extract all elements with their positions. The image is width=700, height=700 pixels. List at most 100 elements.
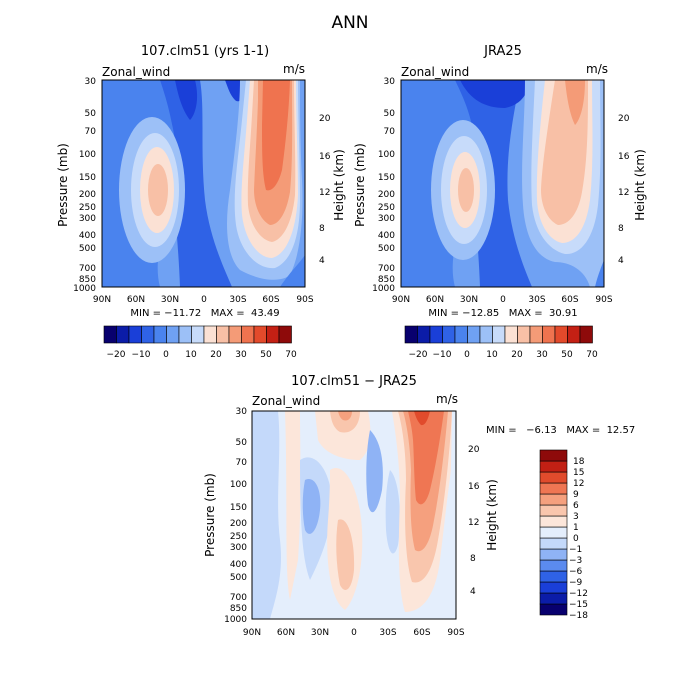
colorbar-label: 0 xyxy=(573,534,579,544)
colorbar-label: 50 xyxy=(561,350,573,360)
x-tick-label: 60N xyxy=(426,295,444,305)
colorbar-labels: −20 −10 0 10 20 30 50 70 xyxy=(107,350,297,360)
colorbar-swatch xyxy=(216,325,230,344)
x-tick-label: 30S xyxy=(379,628,396,638)
colorbar-swatch xyxy=(266,325,280,344)
colorbar-label: 3 xyxy=(573,512,579,522)
colorbar-swatch xyxy=(479,325,493,344)
x-tick-label: 60N xyxy=(277,628,295,638)
colorbar-label: −12 xyxy=(569,589,588,599)
y-tick-label: 500 xyxy=(378,244,395,254)
colorbar-label: 10 xyxy=(486,350,498,360)
colorbar-swatch xyxy=(539,559,568,572)
x-tick-label: 60N xyxy=(127,295,145,305)
colorbar-swatch xyxy=(504,325,518,344)
y-tick-label: 850 xyxy=(230,604,247,614)
x-tick-label: 30N xyxy=(161,295,179,305)
y-tick-label: 250 xyxy=(230,532,247,542)
height-tick-label: 16 xyxy=(319,152,331,162)
height-tick-label: 16 xyxy=(618,152,630,162)
colorbar-swatch xyxy=(539,504,568,517)
y-axis-right-title: Height (km) xyxy=(332,149,346,220)
colorbar-label: −10 xyxy=(132,350,151,360)
y-tick-label: 1000 xyxy=(224,615,247,625)
y-tick-label: 50 xyxy=(85,109,97,119)
contour-field xyxy=(401,80,604,287)
contour-field xyxy=(102,80,305,287)
x-tick-label: 90N xyxy=(243,628,261,638)
colorbar-swatch xyxy=(567,325,581,344)
colorbar-label: −15 xyxy=(569,600,588,610)
y-tick-label: 850 xyxy=(378,275,395,285)
colorbar-label: 20 xyxy=(511,350,523,360)
colorbar-swatch xyxy=(539,482,568,495)
height-tick-label: 8 xyxy=(618,224,624,234)
colorbar-swatch xyxy=(128,325,142,344)
colorbar-swatch xyxy=(539,526,568,539)
colorbar-swatch xyxy=(278,325,292,344)
x-tick-label: 0 xyxy=(500,295,506,305)
y-axis-labels: 30 50 70 100 150 200 250 300 400 500 700… xyxy=(73,77,96,294)
colorbar-label: 70 xyxy=(586,350,598,360)
x-axis-labels: 90N 60N 30N 0 30S 60S 90S xyxy=(243,628,465,638)
height-axis-labels: 20 16 12 8 4 xyxy=(618,114,630,266)
y-axis-title: Pressure (mb) xyxy=(353,143,367,227)
x-axis-labels: 90N 60N 30N 0 30S 60S 90S xyxy=(93,295,314,305)
colorbar-label: 9 xyxy=(573,490,579,500)
colorbar-swatch xyxy=(539,493,568,506)
colorbar-swatch xyxy=(116,325,130,344)
y-tick-label: 30 xyxy=(85,77,97,87)
y-tick-label: 400 xyxy=(230,560,247,570)
colorbar xyxy=(404,325,593,344)
colorbar-label: −3 xyxy=(569,556,582,566)
plot-frame xyxy=(251,410,457,620)
colorbar-swatch xyxy=(228,325,242,344)
colorbar-label: 0 xyxy=(464,350,470,360)
y-tick-label: 50 xyxy=(384,109,396,119)
colorbar-swatch xyxy=(442,325,456,344)
height-tick-label: 20 xyxy=(468,445,480,455)
colorbar-swatch xyxy=(539,603,568,616)
y-tick-label: 500 xyxy=(79,244,96,254)
colorbar-label: 15 xyxy=(573,468,584,478)
stats-label: MIN = −11.72 MAX = 43.49 xyxy=(130,308,279,319)
colorbar-swatch xyxy=(417,325,431,344)
colorbar-swatch xyxy=(253,325,267,344)
x-tick-label: 30N xyxy=(460,295,478,305)
colorbar-swatch xyxy=(542,325,556,344)
x-tick-label: 90S xyxy=(447,628,464,638)
y-tick-label: 150 xyxy=(230,503,247,513)
y-tick-label: 1000 xyxy=(73,284,96,294)
y-tick-label: 400 xyxy=(79,231,96,241)
x-tick-label: 30S xyxy=(528,295,545,305)
y-tick-label: 200 xyxy=(79,190,96,200)
colorbar-labels: −20 −10 0 10 20 30 50 70 xyxy=(409,350,598,360)
height-tick-label: 20 xyxy=(618,114,630,124)
x-tick-label: 0 xyxy=(201,295,207,305)
y-axis-title: Pressure (mb) xyxy=(203,473,217,557)
y-tick-label: 70 xyxy=(236,458,248,468)
y-tick-label: 300 xyxy=(230,543,247,553)
colorbar xyxy=(103,325,292,344)
x-tick-label: 90S xyxy=(595,295,612,305)
height-tick-label: 12 xyxy=(319,188,330,198)
colorbar-label: −18 xyxy=(569,611,588,621)
y-axis-labels: 30 50 70 100 150 200 250 300 400 500 700… xyxy=(372,77,395,294)
colorbar-swatch xyxy=(539,570,568,583)
colorbar-label: 1 xyxy=(573,523,579,533)
colorbar-swatch xyxy=(467,325,481,344)
y-tick-label: 200 xyxy=(378,190,395,200)
field-label: Zonal_wind xyxy=(401,65,469,79)
height-tick-label: 20 xyxy=(319,114,331,124)
colorbar-swatch xyxy=(539,581,568,594)
panel-title: 107.clm51 (yrs 1-1) xyxy=(141,44,269,59)
height-tick-label: 16 xyxy=(468,482,480,492)
height-tick-label: 12 xyxy=(618,188,629,198)
units-label: m/s xyxy=(436,392,458,406)
y-tick-label: 850 xyxy=(79,275,96,285)
field-label: Zonal_wind xyxy=(102,65,170,79)
y-tick-label: 500 xyxy=(230,573,247,583)
colorbar-swatch xyxy=(517,325,531,344)
y-tick-label: 30 xyxy=(384,77,396,87)
